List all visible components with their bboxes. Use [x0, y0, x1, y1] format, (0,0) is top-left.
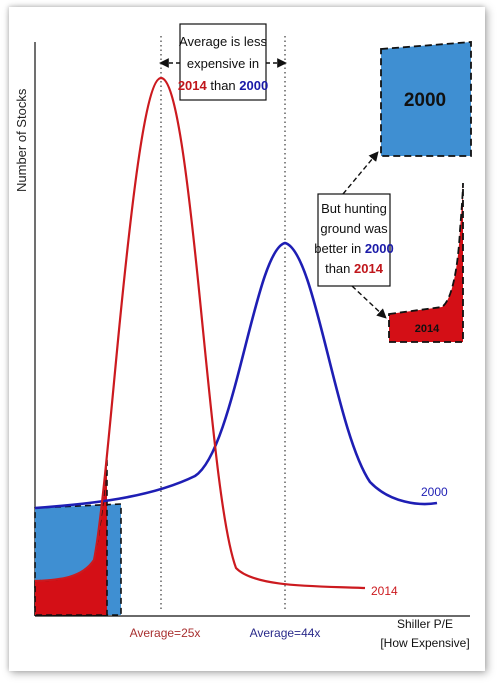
annotation-top-year-2014: 2014: [178, 78, 208, 93]
annotation-right-better: better in: [314, 241, 365, 256]
annotation-right-line4: than 2014: [325, 261, 384, 276]
series-label-2000: 2000: [421, 485, 448, 499]
connector-arrow-to-2000: [342, 151, 379, 195]
annotation-right-year-2000: 2000: [365, 241, 394, 256]
zoom-label-2014: 2014: [415, 323, 440, 335]
y-axis-label: Number of Stocks: [14, 88, 29, 192]
x-axis-label-line1: Shiller P/E: [397, 617, 453, 631]
zoom-box-2000: [380, 41, 472, 157]
annotation-top-line1: Average is less: [179, 34, 267, 49]
x-axis-label-line2: [How Expensive]: [380, 636, 469, 650]
annotation-box-top: [179, 23, 267, 101]
avg-label-2000: Average=44x: [250, 626, 321, 640]
annotation-top-than: than: [207, 78, 240, 93]
annotation-right-line1: But hunting: [321, 201, 387, 216]
series-label-2014: 2014: [371, 584, 398, 598]
annotation-right-year-2014: 2014: [354, 261, 384, 276]
annotation-top-year-2000: 2000: [239, 78, 268, 93]
zoom-label-2000: 2000: [404, 90, 446, 111]
annotation-box-right: [317, 193, 391, 287]
annotation-right-line3: better in 2000: [314, 241, 394, 256]
series-line-2000: [34, 241, 438, 510]
annotation-right-than: than: [325, 261, 354, 276]
connector-arrow-to-2014: [351, 285, 387, 319]
zoom-box-2014: [388, 182, 464, 343]
annotation-top-line2: expensive in: [187, 56, 259, 71]
annotation-top-line3: 2014 than 2000: [178, 78, 268, 93]
avg-label-2014: Average=25x: [130, 626, 201, 640]
series-line-2014: [34, 76, 366, 590]
annotation-right-line2: ground was: [320, 221, 388, 236]
